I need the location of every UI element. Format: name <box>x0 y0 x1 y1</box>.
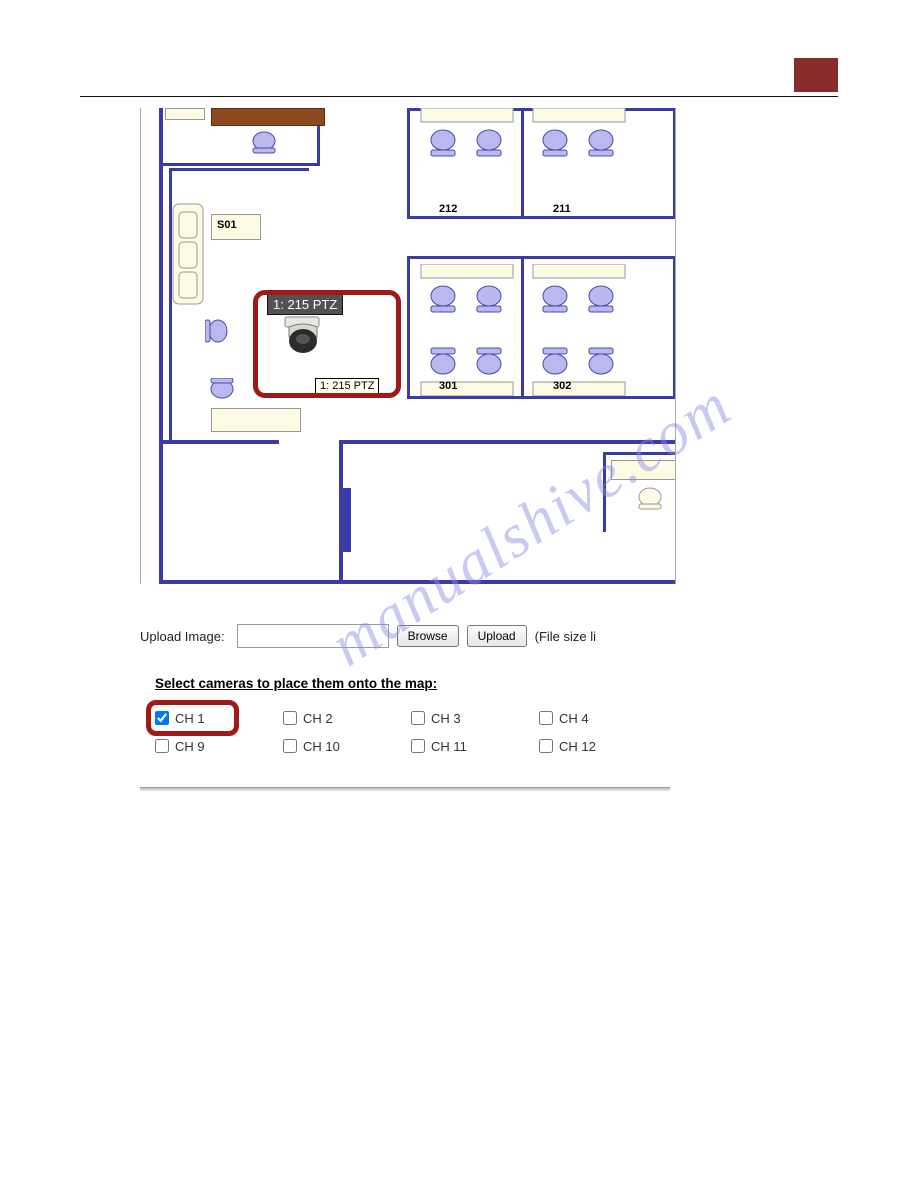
desk <box>211 408 301 432</box>
upload-row: Upload Image: Browse Upload (File size l… <box>140 624 676 648</box>
wall <box>407 108 410 218</box>
channel-checkbox[interactable] <box>539 739 553 753</box>
wall <box>407 256 676 259</box>
workstation <box>531 342 627 396</box>
chair-icon <box>635 486 665 512</box>
workstation <box>419 264 515 318</box>
channel-ch4[interactable]: CH 4 <box>539 711 667 726</box>
wall <box>169 168 309 171</box>
workstation <box>531 108 627 162</box>
wall <box>407 256 410 398</box>
wall <box>407 216 676 219</box>
document-page: S01 <box>0 0 918 1188</box>
file-size-hint: (File size li <box>535 629 596 644</box>
chair-icon <box>249 130 279 156</box>
channel-ch3[interactable]: CH 3 <box>411 711 539 726</box>
page-accent-block <box>794 58 838 92</box>
callout-camera <box>253 290 401 398</box>
desk <box>611 460 676 480</box>
channel-row: CH 9 CH 10 CH 11 CH 12 <box>155 732 675 760</box>
workstation <box>419 108 515 162</box>
upload-button[interactable]: Upload <box>467 625 527 647</box>
room-label-302: 302 <box>553 380 571 392</box>
channel-ch12[interactable]: CH 12 <box>539 739 667 754</box>
section-footer-rule <box>140 787 670 791</box>
workstation <box>531 264 627 318</box>
wall <box>521 256 524 398</box>
channel-ch9[interactable]: CH 9 <box>155 739 283 754</box>
room-label-212: 212 <box>439 203 457 215</box>
floorplan: S01 <box>141 108 675 584</box>
channel-label: CH 11 <box>431 739 467 754</box>
channel-row: CH 1 CH 2 CH 3 CH 4 <box>155 704 675 732</box>
channel-label: CH 12 <box>559 739 596 754</box>
wall <box>159 580 676 584</box>
chair-icon <box>205 316 233 346</box>
channel-checkbox[interactable] <box>411 711 425 725</box>
channel-ch10[interactable]: CH 10 <box>283 739 411 754</box>
chair-icon <box>207 378 237 404</box>
emap-panel: S01 <box>140 108 676 584</box>
channel-ch11[interactable]: CH 11 <box>411 739 539 754</box>
desk <box>211 108 325 126</box>
shelf <box>165 108 205 120</box>
couch-icon <box>171 200 207 310</box>
browse-button[interactable]: Browse <box>397 625 459 647</box>
wall <box>603 452 606 532</box>
header-rule <box>80 96 838 97</box>
wall <box>603 452 676 455</box>
channel-label: CH 1 <box>175 711 205 726</box>
wall <box>673 256 676 398</box>
room-label-211: 211 <box>553 203 571 215</box>
door <box>339 488 351 552</box>
channel-ch1[interactable]: CH 1 <box>155 711 283 726</box>
wall <box>159 108 163 584</box>
wall <box>521 108 524 218</box>
upload-path-input[interactable] <box>237 624 389 648</box>
channel-label: CH 2 <box>303 711 333 726</box>
channel-checkbox[interactable] <box>539 711 553 725</box>
section-title: Select cameras to place them onto the ma… <box>155 676 437 691</box>
wall <box>159 163 319 166</box>
channel-ch2[interactable]: CH 2 <box>283 711 411 726</box>
wall <box>673 108 676 218</box>
channel-label: CH 4 <box>559 711 589 726</box>
channel-checkbox[interactable] <box>283 739 297 753</box>
channel-checkbox[interactable] <box>155 711 169 725</box>
channel-checkbox[interactable] <box>411 739 425 753</box>
channel-checkbox[interactable] <box>283 711 297 725</box>
room-label-301: 301 <box>439 380 457 392</box>
channel-label: CH 9 <box>175 739 205 754</box>
workstation <box>419 342 515 396</box>
wall <box>339 440 676 444</box>
channel-grid: CH 1 CH 2 CH 3 CH 4 CH 9 CH 10 <box>155 704 675 760</box>
channel-label: CH 10 <box>303 739 340 754</box>
wall <box>159 440 279 444</box>
upload-label: Upload Image: <box>140 629 225 644</box>
wall <box>407 396 676 399</box>
channel-label: CH 3 <box>431 711 461 726</box>
room-label-501: S01 <box>217 219 237 231</box>
channel-checkbox[interactable] <box>155 739 169 753</box>
